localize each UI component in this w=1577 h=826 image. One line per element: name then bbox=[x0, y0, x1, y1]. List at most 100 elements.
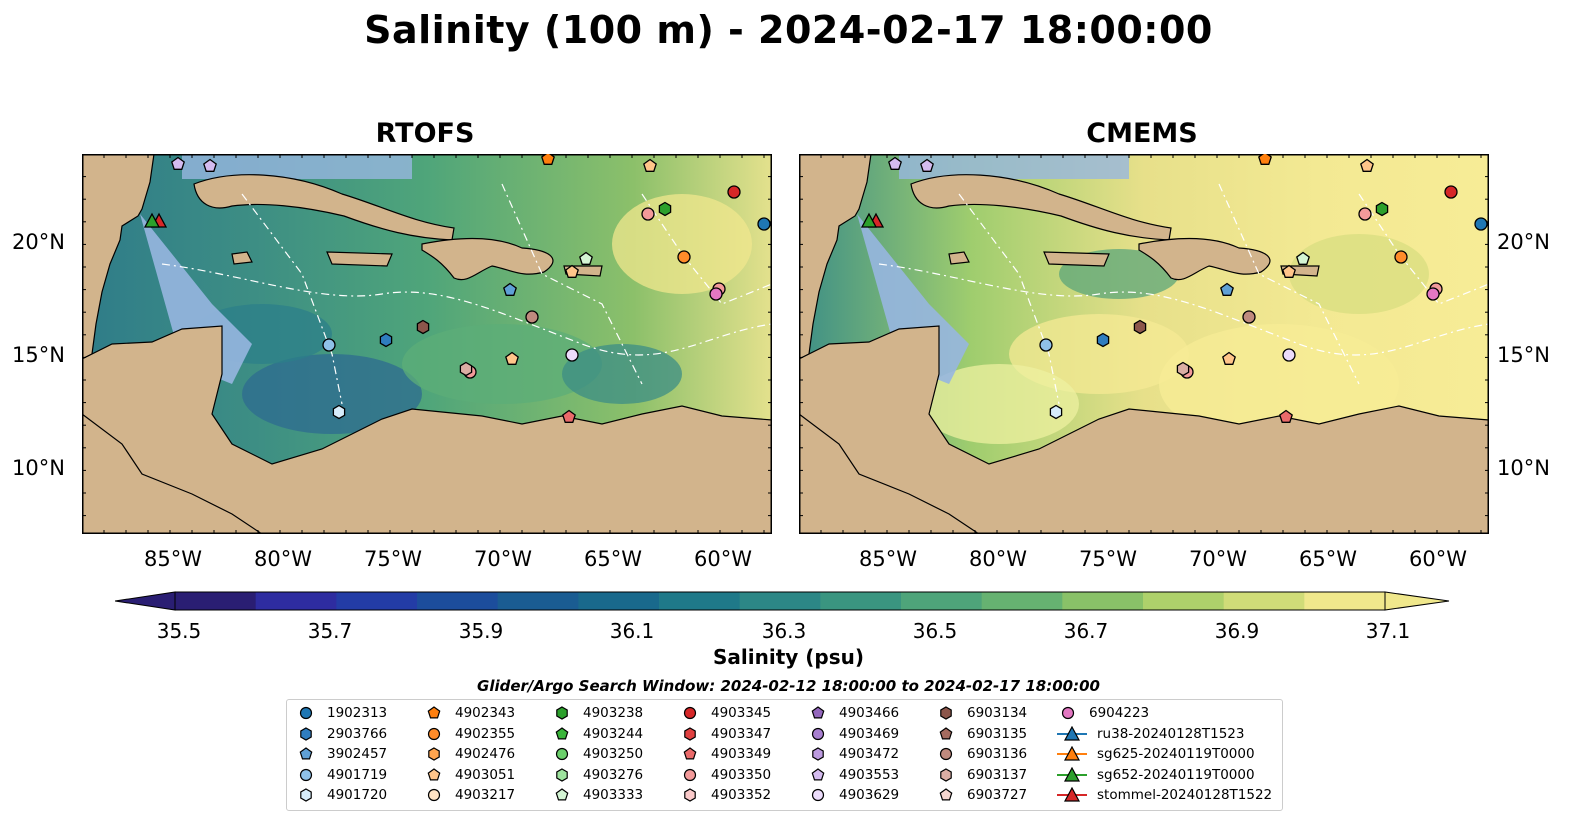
eez-boundary bbox=[161, 263, 772, 356]
legend-label: 4903352 bbox=[711, 787, 772, 803]
colorbar-segment bbox=[1143, 592, 1225, 610]
float-marker bbox=[888, 156, 902, 170]
colorbar-segment bbox=[1062, 592, 1144, 610]
salinity-colorbar bbox=[115, 591, 1450, 611]
legend-item: 4903051 bbox=[423, 765, 515, 785]
legend-label: sg625-20240119T0000 bbox=[1097, 746, 1255, 762]
colorbar-tick: 36.9 bbox=[1214, 619, 1260, 643]
lat-label-15n: 15°N bbox=[12, 343, 65, 367]
float-marker bbox=[562, 409, 576, 423]
legend-label: 4902355 bbox=[455, 725, 516, 742]
legend-label: 4903333 bbox=[583, 787, 644, 803]
land-mass bbox=[231, 251, 253, 265]
colorbar-segment bbox=[336, 592, 418, 610]
legend-label: 4903238 bbox=[583, 705, 644, 721]
land-mass bbox=[421, 237, 554, 281]
colorbar-segment bbox=[1223, 592, 1305, 610]
colorbar-segment bbox=[901, 592, 983, 610]
legend-label: 4903469 bbox=[839, 725, 900, 742]
colorbar-tick: 35.7 bbox=[307, 619, 353, 643]
panel-title-rtofs: RTOFS bbox=[375, 118, 475, 149]
lon-label-60w-right: 60°W bbox=[1409, 547, 1467, 571]
float-marker bbox=[757, 217, 771, 231]
hexagon-marker-icon bbox=[556, 706, 568, 720]
legend-label: 4903466 bbox=[839, 705, 900, 721]
glider-marker bbox=[143, 212, 161, 228]
legend-item: 1902313 bbox=[295, 703, 387, 723]
land-mass bbox=[1138, 237, 1271, 281]
legend-item: stommel-20240128T1522 bbox=[1057, 785, 1272, 805]
platform-legend: 1902313 2903766 3902457 4901719 4901720 49023… bbox=[286, 699, 1283, 811]
lat-label-15n-right: 15°N bbox=[1497, 343, 1550, 367]
figure-title: Salinity (100 m) - 2024-02-17 18:00:00 bbox=[364, 8, 1213, 52]
shelf-area bbox=[140, 214, 252, 384]
eez-boundary bbox=[641, 193, 772, 305]
legend-item: 6903134 bbox=[935, 703, 1027, 723]
land-mass bbox=[82, 325, 772, 534]
legend-label: 4903345 bbox=[711, 705, 772, 721]
legend-label: 6903135 bbox=[967, 725, 1028, 742]
lon-label-75w-right: 75°W bbox=[1079, 547, 1137, 571]
legend-item: 4903469 bbox=[807, 724, 899, 744]
colorbar-tick: 35.5 bbox=[156, 619, 202, 643]
land-mass bbox=[799, 413, 981, 534]
colorbar-tick: 35.9 bbox=[458, 619, 504, 643]
circle-marker-icon bbox=[427, 727, 441, 740]
circle-marker-icon bbox=[683, 768, 697, 781]
hexagon-marker-icon bbox=[940, 706, 952, 720]
float-marker bbox=[203, 158, 217, 172]
legend-item: 2903766 bbox=[295, 724, 387, 744]
legend-label: 6903136 bbox=[967, 746, 1028, 762]
legend-label: 4903629 bbox=[839, 787, 900, 803]
legend-item: 4903629 bbox=[807, 785, 899, 805]
hexagon-marker-icon bbox=[556, 767, 568, 782]
land-mass bbox=[1043, 251, 1110, 267]
legend-label: 4903553 bbox=[839, 766, 900, 783]
land-mass bbox=[910, 174, 1172, 241]
colorbar-tick: 36.7 bbox=[1063, 619, 1109, 643]
colorbar-segment bbox=[497, 592, 579, 610]
float-marker bbox=[1222, 351, 1236, 365]
legend-item: 4903472 bbox=[807, 744, 899, 764]
float-marker bbox=[658, 201, 672, 217]
legend-label: 4901719 bbox=[327, 766, 388, 783]
colorbar-extend-high bbox=[1384, 591, 1450, 611]
salinity-patch bbox=[1289, 234, 1429, 314]
float-marker bbox=[1220, 282, 1234, 296]
circle-marker-icon bbox=[299, 706, 313, 720]
float-marker bbox=[1360, 158, 1374, 172]
triangle-line-marker-icon bbox=[1057, 746, 1087, 761]
float-marker bbox=[579, 251, 593, 265]
legend-item: 4903244 bbox=[551, 724, 643, 744]
legend-item: ru38-20240128T1523 bbox=[1057, 724, 1244, 744]
legend-item: 4901719 bbox=[295, 765, 387, 785]
colorbar-segment bbox=[659, 592, 741, 610]
legend-label: 3902457 bbox=[327, 746, 388, 762]
legend-label: 4903250 bbox=[583, 746, 644, 762]
circle-marker-icon bbox=[427, 788, 441, 802]
legend-label: 2903766 bbox=[327, 725, 388, 742]
legend-label: 4901720 bbox=[327, 787, 388, 803]
lon-label-70w-right: 70°W bbox=[1189, 547, 1247, 571]
salinity-patch bbox=[242, 354, 422, 434]
land-mass bbox=[948, 251, 970, 265]
lon-label-60w: 60°W bbox=[694, 547, 752, 571]
pentagon-marker-icon bbox=[811, 706, 825, 719]
colorbar-segment bbox=[175, 592, 257, 610]
legend-label: 1902313 bbox=[327, 705, 388, 721]
legend-item: sg625-20240119T0000 bbox=[1057, 744, 1255, 764]
colorbar-label: Salinity (psu) bbox=[712, 645, 864, 669]
float-marker bbox=[1049, 404, 1063, 420]
legend-label: ru38-20240128T1523 bbox=[1097, 725, 1245, 742]
legend-item: 4903352 bbox=[679, 785, 771, 805]
land-mass bbox=[326, 251, 393, 267]
colorbar-segment bbox=[820, 592, 902, 610]
legend-label: 4902343 bbox=[455, 705, 516, 721]
pentagon-marker-icon bbox=[555, 726, 569, 739]
lat-label-10n: 10°N bbox=[12, 456, 65, 480]
salinity-patch bbox=[1009, 314, 1189, 394]
float-marker bbox=[459, 361, 473, 377]
salinity-patch bbox=[919, 364, 1079, 444]
legend-item: 4902476 bbox=[423, 744, 515, 764]
float-marker bbox=[332, 404, 346, 420]
